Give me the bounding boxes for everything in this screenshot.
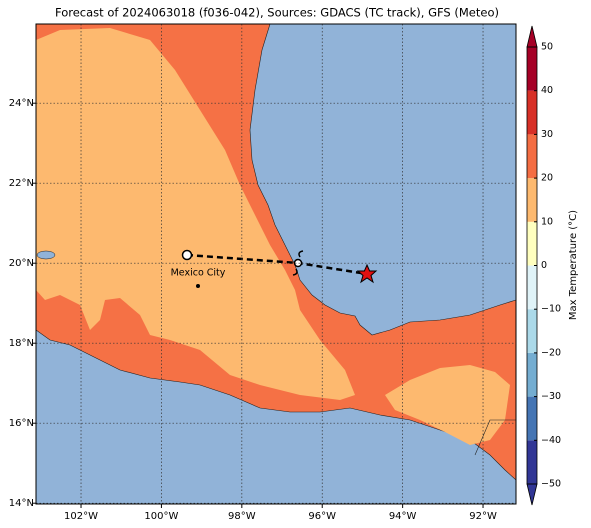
x-tick-label: 100°W	[144, 511, 178, 522]
title: Forecast of 2024063018 (f036-042), Sourc…	[55, 6, 499, 20]
y-tick-label: 18°N	[9, 338, 34, 349]
x-tick-label: 92°W	[469, 511, 497, 522]
colorbar-segment	[527, 134, 537, 179]
colorbar-segment	[527, 352, 537, 397]
colorbar-tick-label: −30	[541, 391, 561, 402]
city-label: Mexico City	[171, 268, 226, 279]
track-point	[181, 249, 193, 261]
y-tick-label: 16°N	[9, 418, 34, 429]
x-tick-label: 94°W	[389, 511, 417, 522]
colorbar-segment	[527, 309, 537, 353]
colorbar-tick-label: −10	[541, 304, 561, 315]
colorbar-segment	[527, 440, 537, 484]
x-tick-label: 102°W	[64, 511, 98, 522]
colorbar-tick-label: 50	[541, 42, 553, 53]
colorbar-extend	[526, 483, 538, 506]
colorbar-extend	[526, 25, 538, 48]
colorbar-segment	[527, 396, 537, 441]
land-warm	[385, 365, 510, 445]
colorbar-segment	[527, 265, 537, 310]
map-frame	[35, 23, 517, 505]
y-tick-label: 14°N	[9, 498, 34, 509]
colorbar-tick-label: −40	[541, 435, 561, 446]
colorbar-label: Max Temperature (°C)	[568, 210, 579, 320]
colorbar-tick-label: −20	[541, 347, 561, 358]
y-tick-label: 24°N	[9, 98, 34, 109]
colorbar-segment	[527, 221, 537, 266]
y-tick-label: 22°N	[9, 178, 34, 189]
y-tick-label: 20°N	[9, 258, 34, 269]
colorbar-tick-label: 40	[541, 85, 553, 96]
colorbar-segment	[527, 90, 537, 135]
storm-position	[356, 263, 378, 284]
border	[474, 419, 516, 456]
colorbar-segment	[527, 178, 537, 222]
colorbar-segment	[527, 47, 537, 91]
colorbar-tick-label: −50	[541, 479, 561, 490]
colorbar-tick-label: 30	[541, 129, 553, 140]
graticule	[36, 24, 516, 504]
colorbar-tick-label: 20	[541, 173, 553, 184]
x-tick-label: 98°W	[228, 511, 256, 522]
storm-symbol	[292, 250, 304, 276]
map: Mexico City	[35, 23, 517, 504]
lake	[36, 250, 56, 260]
x-tick-label: 96°W	[308, 511, 336, 522]
city-marker	[196, 284, 200, 288]
colorbar-tick-label: 0	[541, 260, 547, 271]
land-warm	[36, 28, 355, 400]
colorbar-tick-label: 10	[541, 216, 553, 227]
